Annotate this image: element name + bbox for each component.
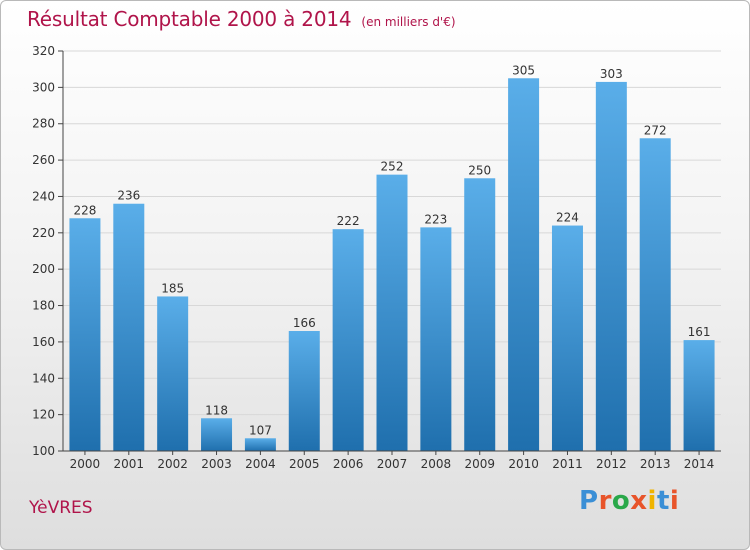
- y-tick-label: 120: [32, 408, 55, 422]
- data-label-2008: 223: [424, 212, 447, 226]
- bar-2011[interactable]: [551, 225, 583, 451]
- bar-2014[interactable]: [683, 340, 715, 451]
- data-label-2009: 250: [468, 163, 491, 177]
- y-tick-label: 320: [32, 44, 55, 58]
- bar-2008[interactable]: [420, 227, 452, 451]
- data-label-2006: 222: [337, 214, 360, 228]
- chart-unit: (en milliers d'€): [361, 15, 456, 29]
- x-tick-label-2014: 2014: [684, 457, 715, 471]
- y-tick-label: 300: [32, 80, 55, 94]
- data-label-2003: 118: [205, 403, 228, 417]
- bar-2007[interactable]: [376, 174, 408, 452]
- bar-2003[interactable]: [201, 418, 233, 451]
- bar-2004[interactable]: [244, 438, 276, 451]
- y-tick-label: 220: [32, 226, 55, 240]
- bar-2009[interactable]: [464, 178, 496, 452]
- x-tick-label-2011: 2011: [552, 457, 583, 471]
- chart-title-block: Résultat Comptable 2000 à 2014 (en millie…: [27, 7, 456, 31]
- bar-2013[interactable]: [639, 138, 671, 452]
- x-tick-label-2010: 2010: [508, 457, 539, 471]
- data-label-2011: 224: [556, 211, 579, 225]
- bar-2010[interactable]: [508, 78, 540, 451]
- data-label-2002: 185: [161, 281, 184, 295]
- x-tick-label-2012: 2012: [596, 457, 627, 471]
- x-tick-label-2013: 2013: [640, 457, 671, 471]
- x-tick-label-2008: 2008: [421, 457, 452, 471]
- data-label-2014: 161: [688, 325, 711, 339]
- y-tick-label: 160: [32, 335, 55, 349]
- x-tick-label-2007: 2007: [377, 457, 408, 471]
- chart-title: Résultat Comptable 2000 à 2014: [27, 7, 352, 31]
- bar-2001[interactable]: [113, 203, 145, 451]
- data-label-2001: 236: [117, 189, 140, 203]
- data-label-2012: 303: [600, 67, 623, 81]
- x-tick-label-2004: 2004: [245, 457, 276, 471]
- bar-2012[interactable]: [595, 81, 627, 451]
- x-tick-label-2002: 2002: [157, 457, 188, 471]
- data-label-2013: 272: [644, 123, 667, 137]
- bar-2002[interactable]: [157, 296, 189, 451]
- bars: 228 236 185 118 107 166 222 252 223 250 305 224 303 2…: [69, 63, 715, 452]
- bar-2000[interactable]: [69, 218, 101, 451]
- proxiti-logo[interactable]: Proxiti: [579, 486, 680, 516]
- bar-2005[interactable]: [288, 331, 320, 451]
- x-tick-label-2009: 2009: [464, 457, 495, 471]
- y-tick-label: 240: [32, 189, 55, 203]
- data-label-2000: 228: [73, 203, 96, 217]
- x-tick-label-2003: 2003: [201, 457, 232, 471]
- x-tick-label-2005: 2005: [289, 457, 320, 471]
- y-tick-label: 100: [32, 444, 55, 458]
- town-name: YèVRES: [29, 498, 93, 518]
- data-label-2010: 305: [512, 63, 535, 77]
- y-tick-label: 140: [32, 371, 55, 385]
- data-label-2004: 107: [249, 423, 272, 437]
- x-axis: 2000 2001 2002 2003 2004 2005 2006 2007 2008 2009…: [63, 450, 721, 471]
- y-tick-label: 180: [32, 299, 55, 313]
- x-tick-label-2001: 2001: [114, 457, 145, 471]
- y-tick-label: 260: [32, 153, 55, 167]
- y-axis: 100 120 140 160 180 200 220 240 260 280 300 320: [32, 44, 64, 458]
- data-label-2007: 252: [381, 160, 404, 174]
- y-tick-label: 280: [32, 117, 55, 131]
- x-tick-label-2006: 2006: [333, 457, 364, 471]
- x-tick-label-2000: 2000: [70, 457, 101, 471]
- y-tick-label: 200: [32, 262, 55, 276]
- bar-2006[interactable]: [332, 229, 364, 451]
- data-label-2005: 166: [293, 316, 316, 330]
